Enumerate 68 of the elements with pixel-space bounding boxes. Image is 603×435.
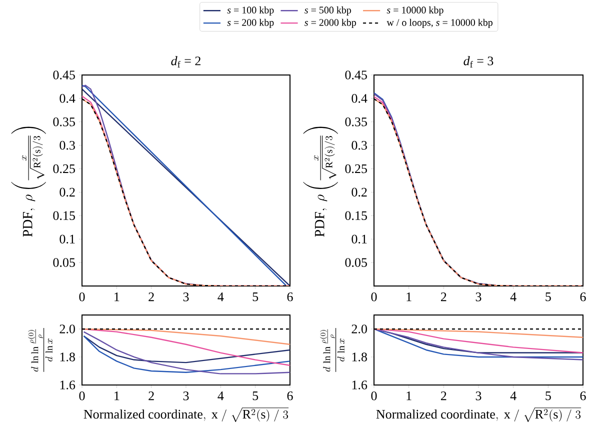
- x-axis-title: $\mathrm{Normalized\ coordinate,\ x}\ /\ \sqrt{\mathrm{R}^{2}(\mathrm{s})\ /\ 3}$: [84, 408, 289, 422]
- x-tick-label: 6: [580, 292, 586, 302]
- x-tick-label: 2: [148, 292, 154, 302]
- x-tick-label: 4: [510, 292, 516, 302]
- x-tick-label: 4: [218, 292, 224, 302]
- y-tick-label: 1.8: [60, 352, 75, 362]
- y-tick-label: 0.1: [352, 234, 367, 244]
- chart-title: d$_{f}$ = 2: [171, 56, 200, 68]
- legend-label: s = 500 kbp: [304, 6, 352, 16]
- y-tick-label: 0.25: [345, 164, 367, 174]
- x-tick-label: 3: [476, 292, 482, 302]
- x-tick-label: 5: [252, 292, 258, 302]
- x-tick-label: 1: [406, 392, 412, 400]
- x-tick-label: 3: [476, 392, 482, 400]
- y-tick-label: 0.25: [53, 164, 75, 174]
- x-tick-label: 0: [79, 392, 85, 400]
- y-tick-label: 0.45: [345, 70, 367, 80]
- y-tick-label: 0.2: [60, 188, 75, 197]
- x-tick-label: 1: [114, 392, 120, 400]
- y-tick-label: 0.15: [345, 211, 367, 220]
- y-tick-label: 0.45: [53, 70, 75, 80]
- x-tick-label: 6: [580, 392, 586, 400]
- x-tick-label: 5: [252, 392, 258, 400]
- legend-label: s = 100 kbp: [227, 6, 274, 16]
- y-tick-label: 2.0: [60, 324, 75, 334]
- y-axis-title: $\frac{d\,\ln\ln\frac{\rho(0)}{\rho}}{d\,\ln x}$: [28, 328, 52, 372]
- y-tick-label: 1.6: [60, 380, 76, 390]
- y-axis-title: $\mathrm{PDF},\ \rho\left(\frac{x}{\sqrt{\mathrm{R}^{2}(\mathrm{s})/3}}\right)$: [303, 126, 338, 237]
- legend-label: s = 2000 kbp: [304, 18, 356, 28]
- y-tick-label: 1.6: [352, 380, 368, 390]
- y-tick-label: 0.05: [345, 258, 367, 267]
- x-tick-label: 2: [440, 292, 446, 302]
- x-tick-label: 4: [510, 392, 516, 400]
- x-tick-label: 5: [546, 392, 551, 400]
- x-tick-label: 0: [371, 392, 377, 400]
- x-tick-label: 4: [218, 392, 224, 400]
- x-tick-label: 5: [546, 292, 551, 302]
- x-tick-label: 6: [287, 292, 293, 302]
- y-tick-label: 0.35: [345, 117, 367, 126]
- legend-label: s = 10000 kbp: [386, 6, 444, 16]
- x-tick-label: 2: [148, 392, 154, 400]
- x-tick-label: 2: [440, 392, 446, 400]
- y-tick-label: 0.15: [53, 211, 75, 220]
- y-tick-label: 0.1: [60, 234, 75, 244]
- y-tick-label: 0.4: [352, 94, 368, 103]
- x-axis-title: $\mathrm{Normalized\ coordinate,\ x}\ /\ \sqrt{\mathrm{R}^{2}(\mathrm{s})\ /\ 3}$: [376, 408, 582, 422]
- x-tick-label: 0: [79, 292, 85, 302]
- y-tick-label: 0.2: [352, 188, 367, 197]
- y-tick-label: 0.3: [352, 140, 367, 150]
- x-tick-label: 1: [406, 292, 412, 302]
- y-tick-label: 0.05: [53, 258, 75, 267]
- y-tick-label: 2.0: [352, 324, 367, 334]
- x-tick-label: 1: [114, 292, 120, 302]
- x-tick-label: 3: [183, 292, 189, 302]
- x-tick-label: 3: [183, 392, 189, 400]
- y-tick-label: 0.35: [53, 117, 75, 126]
- legend-label: w / o loops, s = 10000 kbp: [386, 18, 492, 28]
- y-tick-label: 0.3: [60, 140, 75, 150]
- line-series: [82, 328, 290, 366]
- line-series: [82, 328, 290, 345]
- x-tick-label: 0: [371, 292, 377, 302]
- legend-label: s = 200 kbp: [227, 18, 274, 28]
- y-axis-title: $\mathrm{PDF},\ \rho\left(\frac{x}{\sqrt{\mathrm{R}^{2}(\mathrm{s})/3}}\right)$: [11, 126, 46, 237]
- chart-title: d$_{f}$ = 3: [464, 56, 494, 68]
- x-tick-label: 6: [287, 392, 293, 400]
- y-tick-label: 0.4: [60, 94, 76, 103]
- y-tick-label: 1.8: [352, 352, 367, 362]
- y-axis-title: $\frac{d\,\ln\ln\frac{\rho(0)}{\rho}}{d\,\ln x}$: [320, 328, 344, 372]
